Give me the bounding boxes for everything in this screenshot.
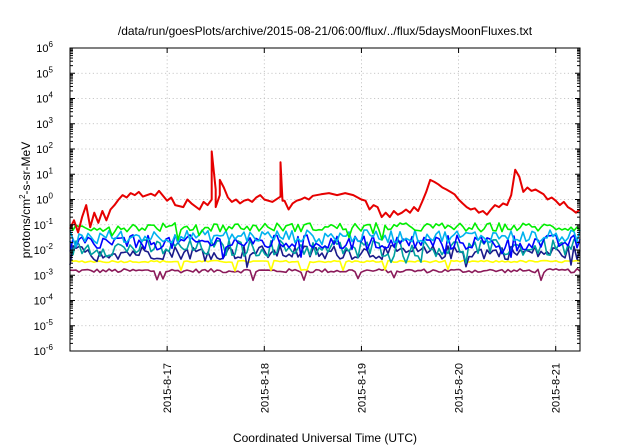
series-layer: [69, 150, 581, 282]
y-tick-label: 10-4: [34, 293, 54, 308]
y-tick-label: 104: [36, 91, 53, 106]
y-tick-label: 103: [36, 116, 53, 131]
x-tick-label: 2015-8-18: [259, 363, 271, 413]
y-tick-label: 10-2: [34, 242, 54, 257]
x-axis: 2015-8-17 2015-8-18 2015-8-19 2015-8-20 2015…: [162, 48, 563, 413]
y-tick-label: 102: [36, 141, 53, 156]
y-axis-label-base: protons/cm: [19, 199, 33, 258]
y-tick-label: 10-6: [34, 343, 54, 358]
y-tick-label: 101: [36, 166, 53, 181]
y-tick-label: 105: [36, 65, 53, 80]
series-line: [69, 259, 581, 272]
series-line: [69, 150, 581, 234]
x-tick-label: 2015-8-17: [162, 363, 174, 413]
x-tick-label: 2015-8-19: [356, 363, 368, 413]
y-tick-label: 10-5: [34, 318, 54, 333]
series-line: [69, 222, 581, 241]
chart-title: /data/run/goesPlots/archive/2015-08-21/0…: [118, 24, 533, 38]
y-tick-label: 100: [36, 192, 53, 207]
y-tick-label: 106: [36, 40, 53, 55]
y-axis-label: protons/cm2-s-sr-MeV: [18, 142, 33, 258]
series-line: [69, 229, 581, 248]
y-axis-label-rest: -s-sr-MeV: [19, 142, 33, 195]
x-tick-label: 2015-8-21: [551, 363, 563, 413]
x-tick-label: 2015-8-20: [454, 363, 466, 413]
series-line: [69, 244, 581, 268]
grid: [70, 48, 580, 351]
y-tick-label: 10-1: [34, 217, 54, 232]
series-line: [69, 234, 581, 260]
y-tick-label: 10-3: [34, 267, 54, 282]
y-axis: 10-6 10-5 10-4 10-3 10-2 10-1 100 101 102 103 104 1…: [34, 40, 580, 358]
series-line: [69, 268, 581, 282]
y-axis-label-sup: 2: [18, 194, 27, 199]
x-axis-label: Coordinated Universal Time (UTC): [233, 431, 417, 445]
